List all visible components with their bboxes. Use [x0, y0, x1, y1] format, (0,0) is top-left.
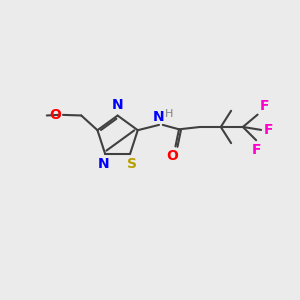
Text: F: F: [260, 99, 269, 113]
Text: O: O: [166, 149, 178, 163]
Text: N: N: [153, 110, 165, 124]
Text: O: O: [49, 108, 61, 122]
Text: N: N: [98, 158, 109, 171]
Text: F: F: [263, 123, 273, 137]
Text: S: S: [127, 158, 136, 171]
Text: H: H: [165, 109, 173, 119]
Text: F: F: [252, 143, 262, 157]
Text: N: N: [112, 98, 123, 112]
